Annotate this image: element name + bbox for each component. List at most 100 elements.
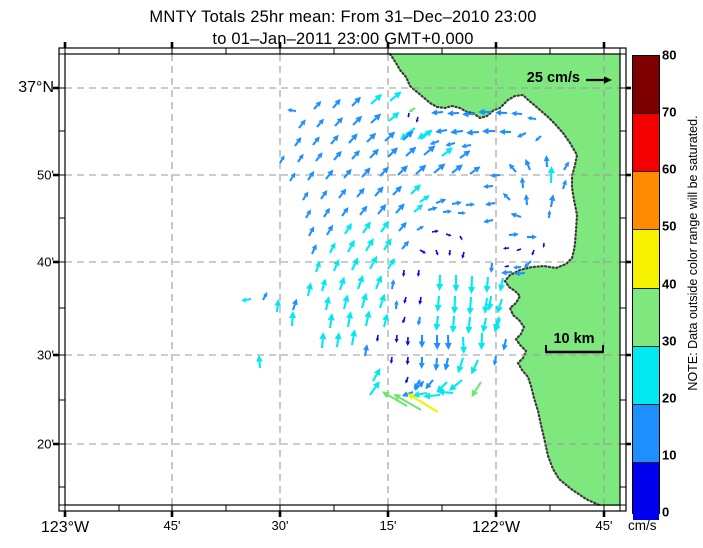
current-vector-head — [473, 166, 481, 173]
current-vector-shaft — [302, 195, 307, 201]
current-vector-shaft — [562, 183, 566, 190]
current-vector-shaft — [315, 266, 320, 273]
current-vector-shaft — [361, 171, 368, 178]
colorbar-tick-value: 40 — [662, 276, 677, 291]
current-vector-head — [394, 338, 399, 343]
current-vector-shaft — [412, 396, 439, 413]
current-vector-head — [350, 329, 358, 337]
current-vector-shaft — [503, 338, 508, 346]
current-vector-shaft — [521, 132, 527, 137]
current-vector-head — [465, 326, 473, 334]
current-vector-shaft — [344, 227, 350, 235]
current-vector-shaft — [469, 169, 476, 175]
current-vector-head — [363, 167, 371, 175]
current-vector-head — [390, 147, 399, 155]
current-vector-shaft — [526, 164, 531, 171]
current-vector-head — [382, 166, 390, 174]
current-vector-shaft — [487, 218, 494, 223]
current-vector-shaft — [297, 157, 302, 163]
colorbar-tick-value: 10 — [662, 447, 677, 463]
current-vector-head — [562, 179, 567, 186]
current-vector-head — [418, 362, 425, 369]
current-vector-head — [502, 192, 509, 199]
current-vector-head — [456, 200, 462, 206]
current-vector-shaft — [357, 281, 362, 290]
current-vector-shaft — [328, 319, 333, 329]
current-vector-shaft — [461, 336, 465, 348]
current-vector-head — [483, 218, 489, 224]
current-vector-shaft — [398, 225, 404, 232]
current-vector-head — [361, 205, 368, 213]
current-vector-shaft — [518, 248, 522, 251]
current-vector-head — [334, 98, 341, 106]
current-vector-head — [429, 140, 436, 146]
current-vector-head — [340, 188, 347, 196]
current-vector-shaft — [403, 316, 406, 321]
current-vector-head — [468, 286, 476, 294]
current-vector-head — [379, 293, 386, 302]
current-vector-head — [437, 388, 445, 396]
current-vector-head — [423, 392, 431, 400]
x-axis-tick-label: 30' — [271, 518, 289, 533]
current-vector-head — [482, 127, 489, 135]
current-vector-head — [480, 325, 488, 333]
current-vector-shaft — [445, 357, 450, 365]
current-vector-head — [461, 254, 465, 259]
current-vector-shaft — [316, 122, 322, 128]
current-vector-head — [408, 146, 417, 154]
x-axis-tick-label: 15' — [379, 518, 397, 533]
current-vector-shaft — [364, 316, 369, 327]
current-vector-head — [361, 292, 368, 301]
map-frame-outer — [58, 47, 627, 512]
current-vector-head — [460, 346, 468, 354]
current-vector-shaft — [419, 197, 426, 203]
reference-arrow-head — [604, 76, 612, 84]
current-vector-head — [374, 93, 383, 102]
colorbar-segment — [633, 229, 659, 288]
current-vector-head — [364, 310, 372, 318]
current-vector-shaft — [369, 152, 376, 159]
current-vector-head — [440, 198, 447, 204]
current-vector-shaft — [453, 379, 463, 388]
y-axis-tick-label: 30' — [37, 347, 54, 363]
current-vector-head — [306, 282, 313, 290]
current-vector-shaft — [387, 394, 408, 407]
current-vector-shaft — [360, 299, 366, 309]
current-vector-head — [470, 202, 475, 207]
current-vector-shaft — [435, 200, 442, 204]
current-vector-head — [405, 360, 410, 365]
colorbar-tick-value: 80 — [662, 47, 677, 63]
current-vector-head — [375, 275, 383, 283]
current-vector-shaft — [305, 213, 310, 219]
current-vector-head — [489, 267, 495, 273]
current-vector-shaft — [348, 137, 355, 144]
current-vector-head — [466, 129, 473, 136]
current-vector-head — [501, 269, 507, 276]
current-vector-head — [508, 163, 515, 170]
current-vector-shaft — [370, 117, 377, 124]
current-vector-head — [309, 226, 315, 233]
current-vector-shaft — [390, 283, 394, 290]
current-vector-head — [449, 325, 457, 333]
current-vector-head — [413, 184, 422, 192]
current-vector-head — [448, 252, 452, 256]
current-vector-shaft — [515, 214, 522, 218]
current-vector-head — [499, 128, 506, 135]
current-vector-head — [336, 117, 344, 124]
current-vector-shaft — [369, 386, 377, 396]
current-vector-shaft — [402, 134, 409, 141]
current-vector-head — [433, 342, 441, 350]
current-vector-head — [433, 364, 440, 371]
current-vector-shaft — [416, 116, 419, 121]
current-vector-shaft — [419, 249, 424, 253]
current-vector-shaft — [459, 357, 464, 367]
current-vector-shaft — [387, 151, 394, 158]
x-axis-tick-label: 45' — [163, 518, 181, 533]
current-vector-shaft — [306, 288, 311, 297]
current-vector-head — [456, 365, 464, 374]
current-vector-head — [324, 296, 331, 304]
current-vector-head — [376, 186, 384, 194]
current-vector-shaft — [440, 128, 448, 133]
